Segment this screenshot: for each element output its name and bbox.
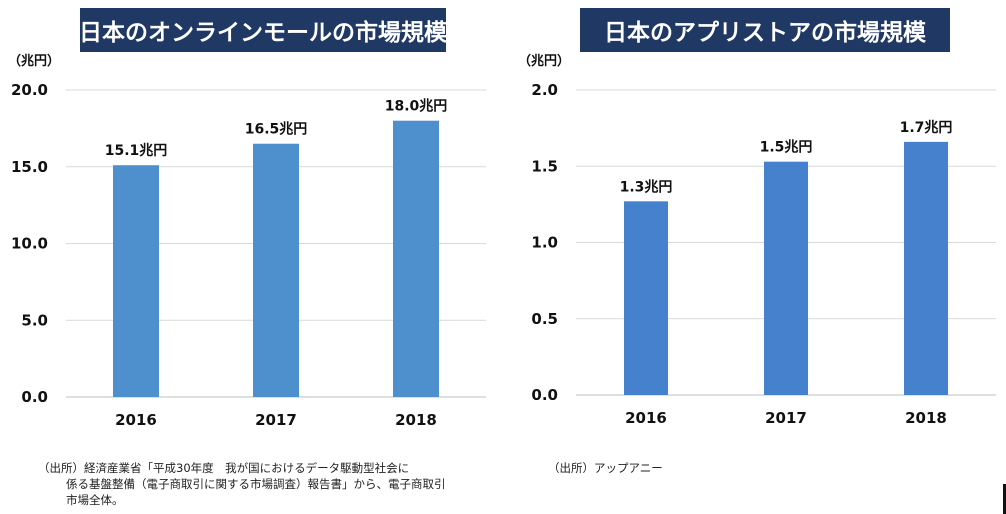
y-axis-unit-label: （兆円） xyxy=(518,53,570,69)
y-tick-label: 2.0 xyxy=(531,81,558,99)
y-tick-label: 10.0 xyxy=(11,235,48,253)
source-line: （出所）経済産業省「平成30年度 我が国におけるデータ駆動型社会に xyxy=(38,461,410,475)
bar xyxy=(764,161,808,395)
data-label: 18.0兆円 xyxy=(385,99,448,115)
bar xyxy=(624,201,668,395)
data-label: 1.7兆円 xyxy=(900,120,953,136)
x-tick-label: 2016 xyxy=(115,411,157,429)
chart-panel-online-mall: 日本のオンラインモールの市場規模 （兆円） 0.0 5.0 10.0 15.0 20.0 1… xyxy=(0,0,500,514)
data-label: 16.5兆円 xyxy=(245,122,308,138)
y-tick-label: 15.0 xyxy=(11,158,48,176)
bar xyxy=(253,143,299,397)
y-tick-label: 0.0 xyxy=(21,388,48,406)
bar xyxy=(904,141,948,395)
y-tick-label: 5.0 xyxy=(21,311,48,329)
x-tick-label: 2018 xyxy=(905,409,947,427)
y-tick-label: 0.5 xyxy=(531,310,558,328)
source-note: （出所）アップアニー xyxy=(548,460,663,476)
x-tick-label: 2017 xyxy=(765,409,807,427)
bar-chart-online-mall: （兆円） 0.0 5.0 10.0 15.0 20.0 15.1兆円 2016 16.5兆円 20… xyxy=(8,53,486,429)
data-label: 1.3兆円 xyxy=(620,179,673,195)
x-tick-label: 2017 xyxy=(255,411,297,429)
chart-panel-app-store: 日本のアプリストアの市場規模 （兆円） 0.0 0.5 1.0 1.5 2.0 1.3兆円 2… xyxy=(510,0,1006,514)
source-line: （出所）アップアニー xyxy=(548,461,663,475)
data-label: 15.1兆円 xyxy=(105,143,168,159)
source-line: 市場全体。 xyxy=(66,493,124,507)
chart-title: 日本のオンラインモールの市場規模 xyxy=(79,8,447,52)
source-note: （出所）経済産業省「平成30年度 我が国におけるデータ駆動型社会に 係る基盤整備… xyxy=(38,460,508,508)
x-tick-label: 2018 xyxy=(395,411,437,429)
corner-mark xyxy=(1003,484,1006,514)
y-tick-label: 1.0 xyxy=(531,234,558,252)
source-line: 係る基盤整備（電子商取引に関する市場調査）報告書」から、電子商取引 xyxy=(66,477,446,491)
y-tick-label: 0.0 xyxy=(531,386,558,404)
x-tick-label: 2016 xyxy=(625,409,667,427)
chart-title: 日本のアプリストアの市場規模 xyxy=(580,8,950,52)
y-tick-label: 20.0 xyxy=(11,81,48,99)
y-axis-unit-label: （兆円） xyxy=(8,53,60,69)
bar xyxy=(393,120,439,397)
data-label: 1.5兆円 xyxy=(760,140,813,156)
bar-chart-app-store: （兆円） 0.0 0.5 1.0 1.5 2.0 1.3兆円 2016 1.5兆円 2017 1.7… xyxy=(518,53,996,427)
y-tick-label: 1.5 xyxy=(531,157,558,175)
bar xyxy=(113,165,159,397)
